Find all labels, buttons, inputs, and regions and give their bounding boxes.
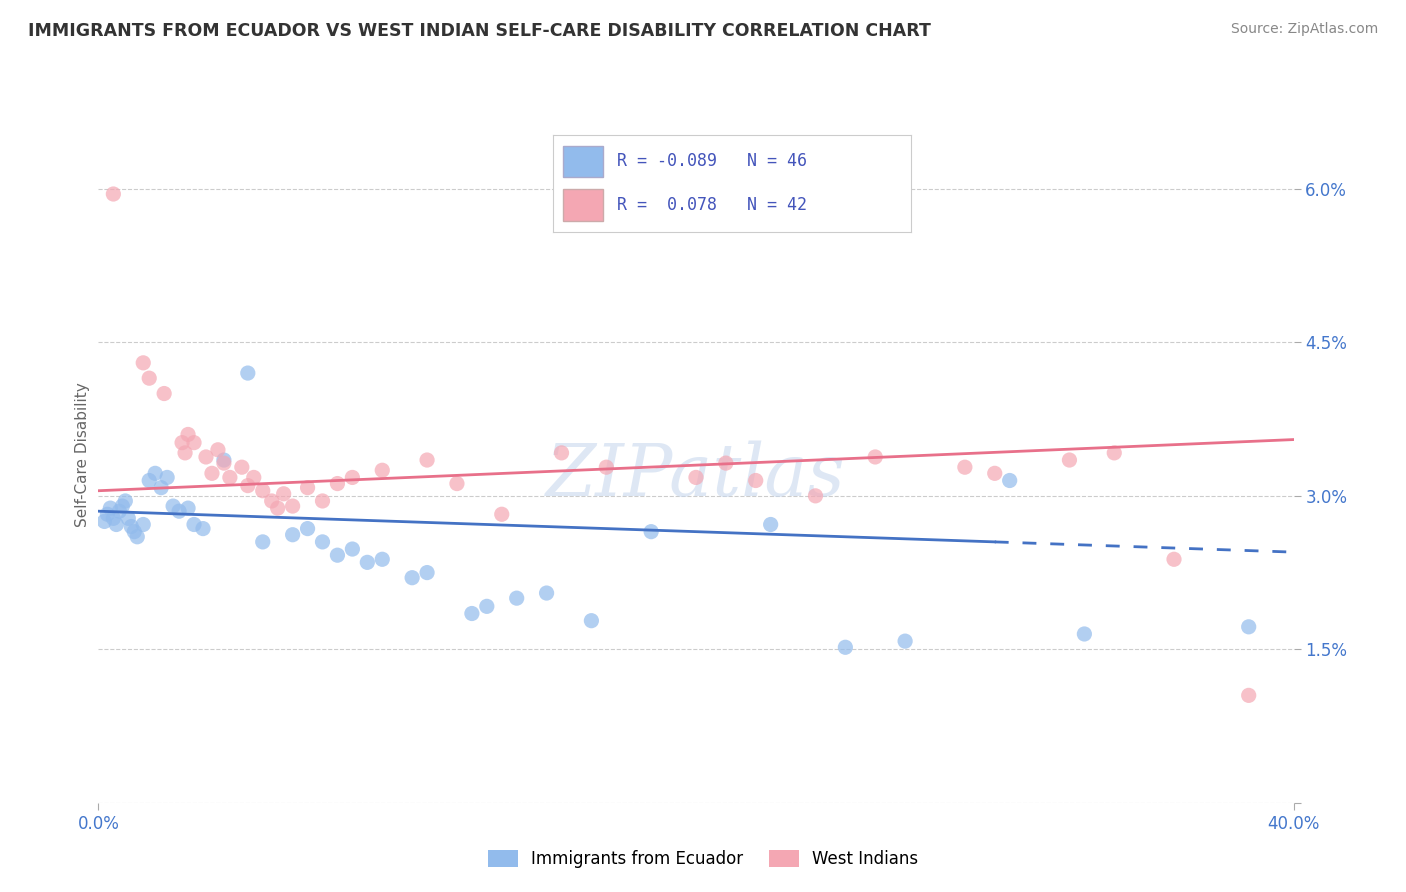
Point — [219, 470, 242, 484]
Point — [1102, 446, 1125, 460]
Point — [953, 460, 976, 475]
Point — [311, 494, 333, 508]
Point — [401, 571, 423, 585]
Point — [297, 522, 319, 536]
Point — [273, 487, 295, 501]
Point — [100, 501, 122, 516]
Point — [342, 542, 364, 557]
Point — [595, 460, 617, 475]
Point — [153, 386, 176, 401]
Text: R = -0.089   N = 46: R = -0.089 N = 46 — [617, 153, 807, 170]
Point — [745, 474, 768, 488]
Point — [252, 483, 274, 498]
Point — [138, 474, 160, 488]
Point — [105, 517, 128, 532]
Point — [446, 476, 468, 491]
Point — [174, 446, 197, 460]
Point — [96, 508, 118, 522]
Text: IMMIGRANTS FROM ECUADOR VS WEST INDIAN SELF-CARE DISABILITY CORRELATION CHART: IMMIGRANTS FROM ECUADOR VS WEST INDIAN S… — [28, 22, 931, 40]
FancyBboxPatch shape — [564, 145, 603, 177]
Point — [581, 614, 603, 628]
Point — [111, 499, 134, 513]
Point — [207, 442, 229, 457]
Point — [685, 470, 707, 484]
Point — [260, 494, 283, 508]
Point — [172, 435, 194, 450]
Point — [156, 470, 179, 484]
Point — [132, 517, 155, 532]
Point — [177, 427, 200, 442]
FancyBboxPatch shape — [564, 189, 603, 220]
Point — [183, 435, 205, 450]
Point — [371, 552, 394, 566]
Point — [326, 476, 349, 491]
Point — [138, 371, 160, 385]
Point — [212, 456, 235, 470]
Point — [342, 470, 364, 484]
Point — [281, 527, 304, 541]
Point — [297, 481, 319, 495]
Point — [177, 501, 200, 516]
Point — [236, 366, 259, 380]
Point — [371, 463, 394, 477]
Point — [326, 548, 349, 562]
Point — [894, 634, 917, 648]
Point — [1237, 689, 1260, 703]
Point — [103, 511, 125, 525]
Point — [998, 474, 1021, 488]
Y-axis label: Self-Care Disability: Self-Care Disability — [75, 383, 90, 527]
Point — [167, 504, 190, 518]
Point — [201, 467, 224, 481]
Point — [236, 478, 259, 492]
Legend: Immigrants from Ecuador, West Indians: Immigrants from Ecuador, West Indians — [481, 843, 925, 875]
Point — [108, 504, 131, 518]
Point — [759, 517, 782, 532]
Point — [1237, 620, 1260, 634]
Point — [93, 515, 115, 529]
Point — [475, 599, 498, 614]
Point — [550, 446, 572, 460]
Point — [195, 450, 218, 464]
Point — [231, 460, 253, 475]
Point — [281, 499, 304, 513]
Point — [804, 489, 827, 503]
Point — [984, 467, 1007, 481]
Point — [834, 640, 856, 655]
Point — [416, 453, 439, 467]
Point — [191, 522, 214, 536]
Point — [127, 530, 149, 544]
Point — [356, 555, 378, 569]
Point — [132, 356, 155, 370]
Point — [714, 456, 737, 470]
Point — [162, 499, 184, 513]
Point — [1163, 552, 1185, 566]
Point — [103, 187, 125, 202]
Point — [120, 519, 142, 533]
Point — [117, 511, 139, 525]
Point — [640, 524, 662, 539]
Point — [416, 566, 439, 580]
Text: R =  0.078   N = 42: R = 0.078 N = 42 — [617, 196, 807, 214]
Point — [114, 494, 136, 508]
Point — [267, 501, 290, 516]
Point — [183, 517, 205, 532]
Point — [212, 453, 235, 467]
Point — [150, 481, 173, 495]
Text: Source: ZipAtlas.com: Source: ZipAtlas.com — [1230, 22, 1378, 37]
Point — [506, 591, 529, 606]
Point — [536, 586, 558, 600]
Point — [243, 470, 266, 484]
Point — [311, 535, 333, 549]
Point — [1073, 627, 1095, 641]
Text: ZIPatlas: ZIPatlas — [546, 441, 846, 511]
Point — [252, 535, 274, 549]
Point — [1059, 453, 1081, 467]
Point — [124, 524, 146, 539]
Point — [143, 467, 166, 481]
Point — [863, 450, 887, 464]
Point — [491, 508, 513, 522]
Point — [461, 607, 484, 621]
